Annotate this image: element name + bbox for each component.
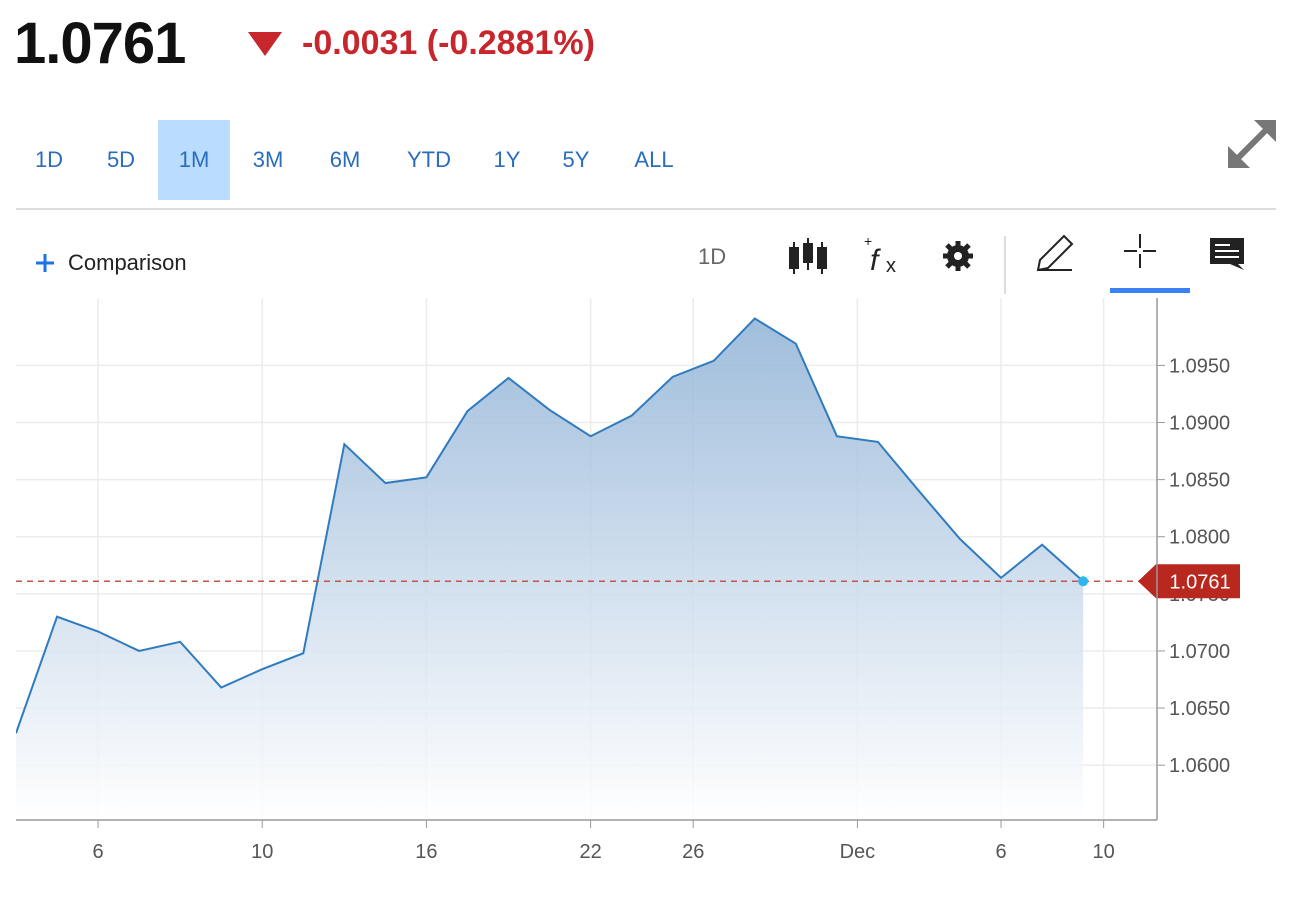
- interval-button[interactable]: 1D: [698, 244, 727, 269]
- down-arrow: [248, 32, 282, 56]
- x-tick-label: 6: [995, 841, 1006, 863]
- line: [16, 317, 1084, 734]
- area: [16, 318, 1084, 820]
- x-tick-label: 16: [415, 841, 437, 863]
- range-button[interactable]: 1M: [158, 120, 230, 200]
- svg-text:x: x: [886, 255, 896, 277]
- y-tick-label: 1.0600: [1169, 755, 1230, 777]
- draw-icon[interactable]: [1036, 234, 1074, 272]
- last-point: [1078, 576, 1089, 587]
- current-badge: [1138, 564, 1240, 599]
- y-tick-label: 1.0700: [1169, 641, 1230, 663]
- x-tick-label: 22: [579, 841, 601, 863]
- x-tick-label: 26: [682, 841, 704, 863]
- y-tick-label: 1.0950: [1169, 355, 1230, 377]
- x-tick-label: 10: [1093, 841, 1115, 863]
- price-change: -0.0031 (-0.2881%): [302, 24, 595, 62]
- range-button[interactable]: 1Y: [493, 147, 521, 172]
- crosshair-icon[interactable]: [1124, 234, 1156, 268]
- range-button[interactable]: YTD: [407, 147, 451, 172]
- y-tick-label: 1.0900: [1169, 413, 1230, 435]
- separator: [16, 208, 1276, 210]
- active-tool-underline: [1110, 288, 1190, 293]
- candles-icon[interactable]: [789, 238, 827, 274]
- svg-text:+: +: [864, 236, 872, 249]
- expand-icon[interactable]: [1222, 116, 1282, 176]
- toolbar-icons: +f x: [789, 236, 1006, 294]
- x-tick-label: Dec: [840, 841, 876, 863]
- y-tick-label: 1.0650: [1169, 698, 1230, 720]
- range-button[interactable]: 5D: [106, 147, 136, 172]
- range-button[interactable]: ALL: [634, 147, 674, 172]
- current-label: 1.0761: [1169, 571, 1230, 593]
- notes-icon[interactable]: [1210, 238, 1244, 270]
- comparison-button[interactable]: Comparison: [68, 250, 187, 275]
- plot: [16, 317, 1084, 820]
- price: 1.0761: [14, 11, 186, 76]
- toolbar-right: [1036, 234, 1244, 293]
- y-tick-label: 1.0800: [1169, 527, 1230, 549]
- range-button[interactable]: 1D: [34, 147, 64, 172]
- x-tick-label: 6: [93, 841, 104, 863]
- settings-icon[interactable]: [943, 241, 973, 271]
- range-button[interactable]: 5Y: [562, 147, 590, 172]
- y-tick-label: 1.0850: [1169, 470, 1230, 492]
- indicator-icon[interactable]: +f x: [864, 236, 896, 277]
- plus-icon[interactable]: [34, 252, 58, 276]
- x-tick-label: 10: [251, 841, 273, 863]
- range-button[interactable]: 6M: [329, 147, 361, 172]
- svg-text:f: f: [870, 244, 881, 277]
- range-button[interactable]: 3M: [252, 147, 284, 172]
